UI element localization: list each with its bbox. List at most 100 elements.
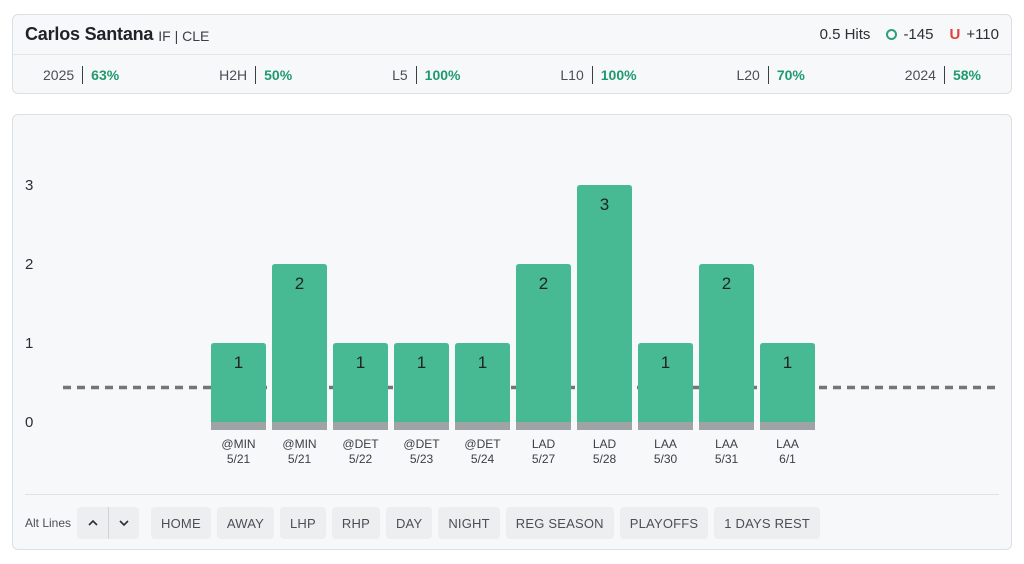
x-axis-date-label: 5/28 bbox=[593, 452, 617, 466]
bar-base-2 bbox=[272, 422, 327, 430]
stat-divider bbox=[943, 65, 945, 84]
hit-rate-stats: 2025 63% H2H 50% L5 100% L10 100% L20 70… bbox=[13, 55, 1011, 94]
bar-value-label: 3 bbox=[600, 195, 609, 214]
under-u-icon: U bbox=[949, 26, 961, 43]
stat-label: L5 bbox=[392, 66, 408, 83]
stat-value: 70% bbox=[776, 66, 805, 83]
over-odds-value: -145 bbox=[903, 26, 934, 43]
section-divider bbox=[25, 494, 999, 495]
under-odds-button[interactable]: U +110 bbox=[949, 26, 999, 43]
bar-value-label: 2 bbox=[539, 274, 548, 293]
prop-header-card: Carlos Santana IF | CLE 0.5 Hits -145 U … bbox=[12, 14, 1012, 94]
bar-game-9 bbox=[699, 264, 754, 422]
over-odds-button[interactable]: -145 bbox=[886, 26, 933, 43]
stat-divider bbox=[591, 65, 593, 84]
x-axis-opponent-label: @DET bbox=[403, 437, 440, 451]
bar-game-10 bbox=[760, 343, 815, 422]
alt-line-up-button[interactable] bbox=[77, 507, 108, 539]
bar-value-label: 1 bbox=[783, 353, 792, 372]
x-axis-opponent-label: @DET bbox=[464, 437, 501, 451]
x-axis-opponent-label: LAA bbox=[776, 437, 799, 451]
stat-h2h[interactable]: H2H 50% bbox=[219, 65, 292, 84]
x-axis-opponent-label: @MIN bbox=[282, 437, 316, 451]
stat-value: 63% bbox=[91, 66, 120, 83]
bar-base-8 bbox=[638, 422, 693, 430]
bar-game-1 bbox=[211, 343, 266, 422]
filter-buttons: HOME AWAY LHP RHP DAY NIGHT REG SEASON P… bbox=[151, 507, 826, 539]
chevron-down-icon bbox=[119, 520, 129, 526]
stat-label: H2H bbox=[219, 66, 248, 83]
alt-line-down-button[interactable] bbox=[108, 507, 139, 539]
stat-divider bbox=[767, 65, 769, 84]
bar-base-6 bbox=[516, 422, 571, 430]
under-odds-value: +110 bbox=[966, 26, 999, 43]
chevron-up-icon bbox=[87, 520, 98, 526]
x-axis-date-label: 6/1 bbox=[779, 452, 796, 466]
chart-controls: Alt Lines HOME AWAY LHP RHP DAY NIGHT RE… bbox=[25, 507, 826, 539]
bar-base-7 bbox=[577, 422, 632, 430]
bar-value-label: 1 bbox=[234, 353, 243, 372]
x-axis-date-label: 5/22 bbox=[349, 452, 373, 466]
stat-2025[interactable]: 2025 63% bbox=[43, 65, 120, 84]
player-name[interactable]: Carlos Santana bbox=[25, 24, 154, 44]
bar-value-label: 1 bbox=[417, 353, 426, 372]
bar-value-label: 1 bbox=[661, 353, 670, 372]
x-axis-date-label: 5/27 bbox=[532, 452, 556, 466]
bar-base-10 bbox=[760, 422, 815, 430]
filter-day-button[interactable]: DAY bbox=[385, 507, 433, 539]
prop-line-info: 0.5 Hits -145 U +110 bbox=[820, 26, 999, 43]
prop-label: 0.5 Hits bbox=[819, 26, 871, 43]
bar-game-6 bbox=[516, 264, 571, 422]
stat-label: L10 bbox=[560, 66, 584, 83]
filter-lhp-button[interactable]: LHP bbox=[280, 507, 326, 539]
stat-label: 2025 bbox=[43, 66, 75, 83]
bar-value-label: 1 bbox=[356, 353, 365, 372]
bar-game-7 bbox=[577, 185, 632, 422]
y-axis-tick-label: 3 bbox=[25, 177, 33, 194]
bar-base-4 bbox=[394, 422, 449, 430]
x-axis-opponent-label: LAA bbox=[654, 437, 677, 451]
stat-l20[interactable]: L20 70% bbox=[736, 65, 805, 84]
stat-value: 100% bbox=[600, 66, 637, 83]
y-axis-tick-label: 2 bbox=[25, 256, 33, 273]
stat-divider bbox=[415, 65, 417, 84]
alt-lines-label: Alt Lines bbox=[25, 516, 72, 530]
y-axis-tick-label: 0 bbox=[25, 414, 33, 431]
x-axis-opponent-label: LAD bbox=[532, 437, 556, 451]
stat-divider bbox=[82, 65, 84, 84]
header-top-row: Carlos Santana IF | CLE 0.5 Hits -145 U … bbox=[13, 15, 1011, 55]
y-axis-tick-label: 1 bbox=[25, 335, 33, 352]
filter-playoffs-button[interactable]: PLAYOFFS bbox=[619, 507, 709, 539]
x-axis-date-label: 5/21 bbox=[227, 452, 251, 466]
alt-lines-stepper bbox=[77, 507, 140, 539]
filter-home-button[interactable]: HOME bbox=[151, 507, 211, 539]
x-axis-date-label: 5/31 bbox=[715, 452, 739, 466]
x-axis-opponent-label: @MIN bbox=[221, 437, 255, 451]
x-axis-date-label: 5/24 bbox=[471, 452, 495, 466]
filter-night-button[interactable]: NIGHT bbox=[438, 507, 500, 539]
stat-2024[interactable]: 2024 58% bbox=[905, 65, 981, 84]
bar-game-2 bbox=[272, 264, 327, 422]
bar-base-3 bbox=[333, 422, 388, 430]
team-info: IF | CLE bbox=[158, 28, 210, 44]
x-axis-opponent-label: @DET bbox=[342, 437, 379, 451]
bar-value-label: 2 bbox=[722, 274, 731, 293]
stat-l5[interactable]: L5 100% bbox=[392, 65, 461, 84]
stat-value: 100% bbox=[424, 66, 461, 83]
filter-days-rest-button[interactable]: 1 DAYS REST bbox=[714, 507, 821, 539]
hits-bar-chart: 01231@MIN5/212@MIN5/211@DET5/221@DET5/23… bbox=[25, 177, 995, 466]
filter-reg-season-button[interactable]: REG SEASON bbox=[505, 507, 614, 539]
bar-base-5 bbox=[455, 422, 510, 430]
bar-game-4 bbox=[394, 343, 449, 422]
bar-value-label: 1 bbox=[478, 353, 487, 372]
x-axis-opponent-label: LAD bbox=[593, 437, 617, 451]
bar-game-3 bbox=[333, 343, 388, 422]
bar-base-9 bbox=[699, 422, 754, 430]
stat-l10[interactable]: L10 100% bbox=[560, 65, 637, 84]
filter-rhp-button[interactable]: RHP bbox=[331, 507, 380, 539]
x-axis-date-label: 5/30 bbox=[654, 452, 678, 466]
stat-label: L20 bbox=[736, 66, 760, 83]
bar-value-label: 2 bbox=[295, 274, 304, 293]
bar-game-8 bbox=[638, 343, 693, 422]
filter-away-button[interactable]: AWAY bbox=[216, 507, 274, 539]
